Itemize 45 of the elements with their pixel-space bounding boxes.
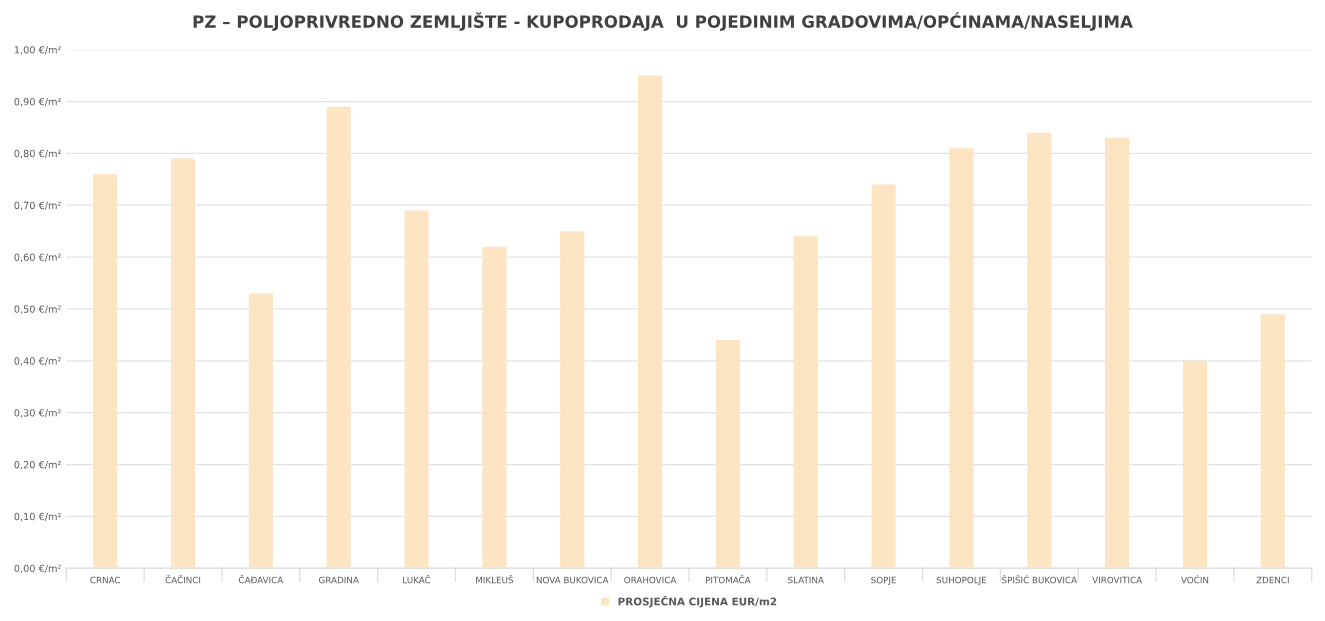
x-tick-label: ORAHOVICA [624, 576, 677, 584]
bar [482, 246, 507, 569]
x-tick-label: SUHOPOLJE [936, 576, 987, 585]
legend-label: PROSJEČNA CIJENA EUR/m2 [618, 595, 777, 608]
bar [715, 340, 740, 569]
bar [1105, 137, 1130, 569]
bar [1027, 132, 1052, 569]
x-tick-label: VOĆIN [1181, 575, 1209, 584]
x-tick-label: VIROVITICA [1092, 576, 1143, 584]
x-tick-label: GRADINA [319, 576, 359, 584]
bar [170, 158, 196, 569]
bar [1182, 360, 1208, 569]
chart-title: PZ – POLJOPRIVREDNO ZEMLJIŠTE - KUPOPRODAJA U POJEDINIM GRADOVIMA/OPĆINAMA/NASELJIMA [193, 12, 1133, 31]
bar [1260, 314, 1285, 569]
bar [93, 174, 118, 569]
y-tick-label: 0,30 €/m² [14, 409, 61, 418]
x-tick-label: LUKAČ [403, 575, 431, 584]
bar [949, 148, 974, 569]
bar [871, 184, 896, 569]
y-tick-label: 0,20 €/m² [14, 460, 61, 470]
y-tick-label: 0,10 €/m² [14, 512, 61, 522]
y-tick-label: 0,40 €/m² [14, 357, 61, 366]
x-tick-label: SLATINA [788, 576, 824, 584]
y-tick-label: 0,90 €/m² [14, 98, 61, 107]
x-tick-label: MIKLEUŠ [476, 575, 514, 584]
bar [793, 236, 818, 569]
y-tick-label: 0,60 €/m² [14, 253, 61, 262]
y-tick-label: 0,00 €/m² [14, 564, 61, 574]
x-tick-label: NOVA BUKOVICA [536, 576, 609, 584]
y-tick-label: 0,50 €/m² [14, 305, 61, 314]
bar [326, 106, 351, 569]
x-tick-label: CRNAC [90, 576, 121, 584]
bar [248, 293, 273, 569]
x-tick-label: SOPJE [871, 576, 896, 585]
bar [404, 210, 429, 569]
x-tick-label: ZDENCI [1256, 576, 1289, 584]
bar [638, 75, 663, 569]
x-tick-label: ŠPIŠIĆ BUKOVICA [1002, 575, 1077, 584]
x-tick-label: ČAĐAVICA [238, 575, 284, 584]
y-tick-label: 0,70 €/m² [14, 201, 61, 211]
y-tick-label: 0,80 €/m² [14, 149, 61, 159]
x-tick-label: ČAČINCI [165, 575, 201, 584]
y-tick-label: 1,00 €/m² [14, 46, 61, 55]
bar [560, 231, 585, 569]
x-tick-label: PITOMAČA [706, 575, 751, 584]
